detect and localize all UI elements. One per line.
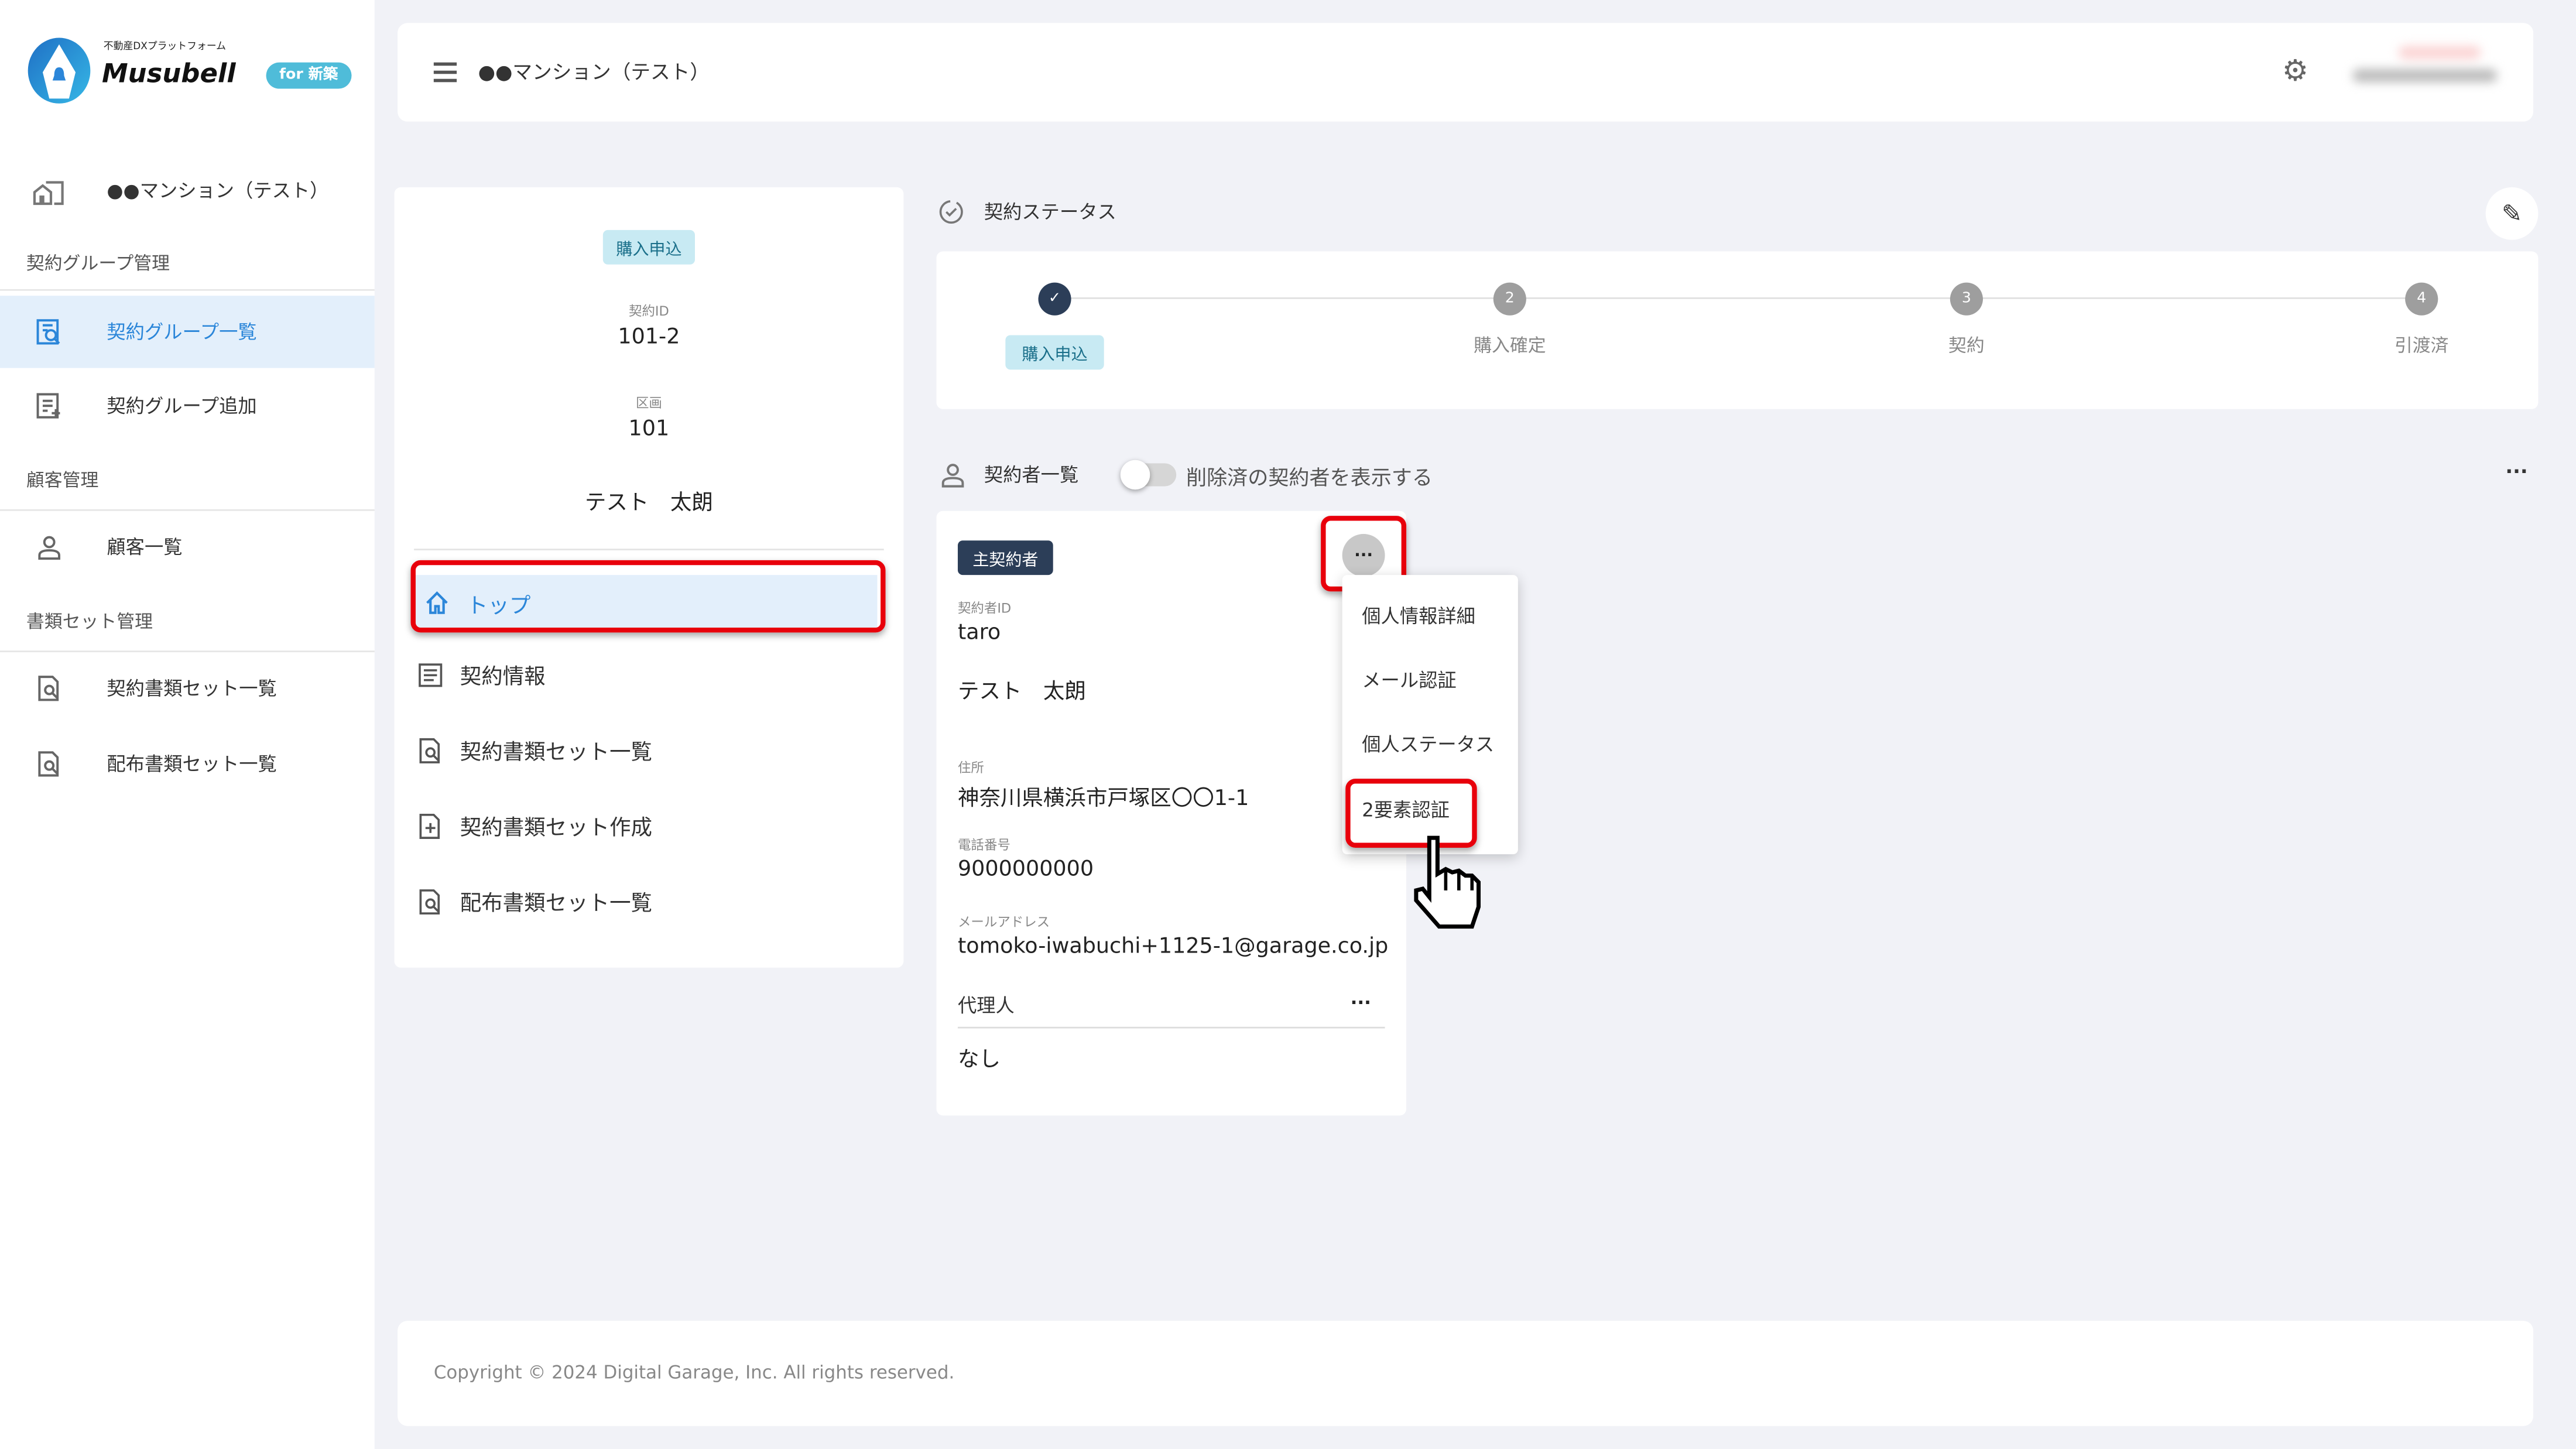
- section-title-contract-group: 契約グループ管理: [26, 253, 170, 275]
- contractor-more-button[interactable]: ···: [1342, 533, 1385, 577]
- sidebar-item-contract-doc-sets[interactable]: 契約書類セット一覧: [0, 652, 375, 724]
- list-icon: [417, 661, 444, 687]
- menu-item-personal-status[interactable]: 個人ステータス: [1362, 732, 1495, 756]
- contractor-dropdown-menu: 個人情報詳細 メール認証 個人ステータス 2要素認証: [1342, 575, 1518, 855]
- sidebar-item-contract-group-add[interactable]: 契約グループ追加: [0, 369, 375, 441]
- contractor-email: tomoko-iwabuchi+1125-1@garage.co.jp: [957, 934, 1389, 960]
- unit-number: 101: [628, 417, 670, 442]
- step-3-circle: 3: [1950, 282, 1983, 316]
- step-1-label: 購入申込: [1005, 335, 1104, 370]
- status-title: 契約ステータス: [984, 200, 1116, 224]
- show-deleted-label: 削除済の契約者を表示する: [1186, 465, 1433, 490]
- sidebar: 不動産DXプラットフォーム Musubell for 新築 ●●マンション（テス…: [0, 0, 375, 1449]
- person-icon: [33, 530, 66, 563]
- menu-item-contract-info[interactable]: 契約情報: [417, 659, 546, 690]
- gear-icon[interactable]: ⚙: [2282, 54, 2308, 89]
- customer-name: テスト 太朗: [584, 491, 713, 516]
- footer: Copyright © 2024 Digital Garage, Inc. Al…: [398, 1321, 2534, 1426]
- menu-item-top[interactable]: トップ: [414, 575, 878, 631]
- brand-name: Musubell: [101, 57, 236, 89]
- status-badge: 購入申込: [602, 229, 695, 265]
- document-add-icon: [417, 813, 444, 839]
- sidebar-item-customer-list[interactable]: 顧客一覧: [0, 511, 375, 583]
- menu-item-distribution-doc-sets[interactable]: 配布書類セット一覧: [417, 885, 652, 917]
- section-title-documents: 書類セット管理: [26, 611, 153, 633]
- pen-nib-logo-icon: [28, 37, 91, 104]
- user-info-blurred[interactable]: [2349, 43, 2500, 98]
- agent-more-icon[interactable]: ···: [1350, 992, 1371, 1014]
- step-2-label: 購入確定: [1474, 335, 1546, 357]
- document-search-icon: [417, 737, 444, 763]
- brand-logo[interactable]: 不動産DXプラットフォーム Musubell for 新築: [26, 36, 355, 108]
- home-icon: [424, 590, 450, 616]
- show-deleted-toggle[interactable]: [1120, 460, 1177, 490]
- document-search-icon: [33, 748, 66, 780]
- step-4-label: 引渡済: [2394, 335, 2449, 357]
- add-list-icon: [33, 389, 66, 422]
- sidebar-property[interactable]: ●●マンション（テスト）: [0, 155, 375, 227]
- contract-summary-card: 購入申込 契約ID 101-2 区画 101 テスト 太朗 トップ 契約情報 契…: [394, 187, 904, 968]
- highlight-top: [410, 560, 886, 633]
- menu-item-two-factor-auth[interactable]: 2要素認証: [1362, 798, 1450, 822]
- copyright-text: Copyright © 2024 Digital Garage, Inc. Al…: [433, 1362, 955, 1383]
- agent-value: なし: [957, 1048, 1001, 1073]
- edit-pencil-icon[interactable]: ✎: [2485, 187, 2539, 240]
- document-search-icon: [417, 888, 444, 914]
- menu-item-personal-details[interactable]: 個人情報詳細: [1362, 604, 1475, 628]
- document-search-icon: [33, 672, 66, 705]
- step-3-label: 契約: [1948, 335, 1985, 357]
- sidebar-item-distribution-doc-sets[interactable]: 配布書類セット一覧: [0, 728, 375, 800]
- menu-item-contract-doc-sets[interactable]: 契約書類セット一覧: [417, 734, 652, 766]
- hand-cursor-icon: [1414, 835, 1481, 929]
- section-title-customer: 顧客管理: [26, 470, 99, 492]
- contractor-address: 神奈川県横浜市戸塚区〇〇1-1: [957, 787, 1249, 812]
- menu-item-create-doc-set[interactable]: 契約書類セット作成: [417, 810, 652, 841]
- status-stepper: ✓ 購入申込 2 購入確定 3 契約 4 引渡済: [936, 251, 2539, 409]
- contractor-name: テスト 太朗: [957, 680, 1086, 705]
- status-check-icon: [938, 199, 964, 225]
- step-4-circle: 4: [2405, 282, 2438, 316]
- top-header: ●●マンション（テスト） ⚙: [398, 23, 2534, 122]
- contractors-title: 契約者一覧: [984, 463, 1079, 487]
- highlight-two-factor: [1345, 779, 1477, 848]
- hamburger-menu-icon[interactable]: [433, 62, 457, 81]
- brand-tagline: 不動産DXプラットフォーム: [103, 41, 227, 53]
- contract-id: 101-2: [618, 325, 680, 350]
- step-1-check-icon: ✓: [1038, 282, 1071, 316]
- main-contractor-badge: 主契約者: [957, 540, 1053, 576]
- sidebar-item-contract-group-list[interactable]: 契約グループ一覧: [0, 296, 375, 368]
- contractor-phone: 9000000000: [957, 857, 1094, 882]
- more-options-icon[interactable]: ···: [2505, 460, 2528, 483]
- search-list-icon: [33, 316, 66, 348]
- step-2-circle: 2: [1493, 282, 1526, 316]
- building-icon: [33, 174, 66, 207]
- person-icon: [940, 462, 966, 488]
- contractor-id: taro: [957, 621, 1001, 646]
- brand-edition-badge: for 新築: [266, 62, 351, 89]
- menu-item-email-verification[interactable]: メール認証: [1362, 669, 1457, 692]
- header-title: ●●マンション（テスト）: [478, 60, 710, 84]
- agent-label: 代理人: [957, 994, 1015, 1017]
- contractor-card: 主契約者 契約者ID taro テスト 太朗 住所 神奈川県横浜市戸塚区〇〇1-…: [936, 511, 1407, 1116]
